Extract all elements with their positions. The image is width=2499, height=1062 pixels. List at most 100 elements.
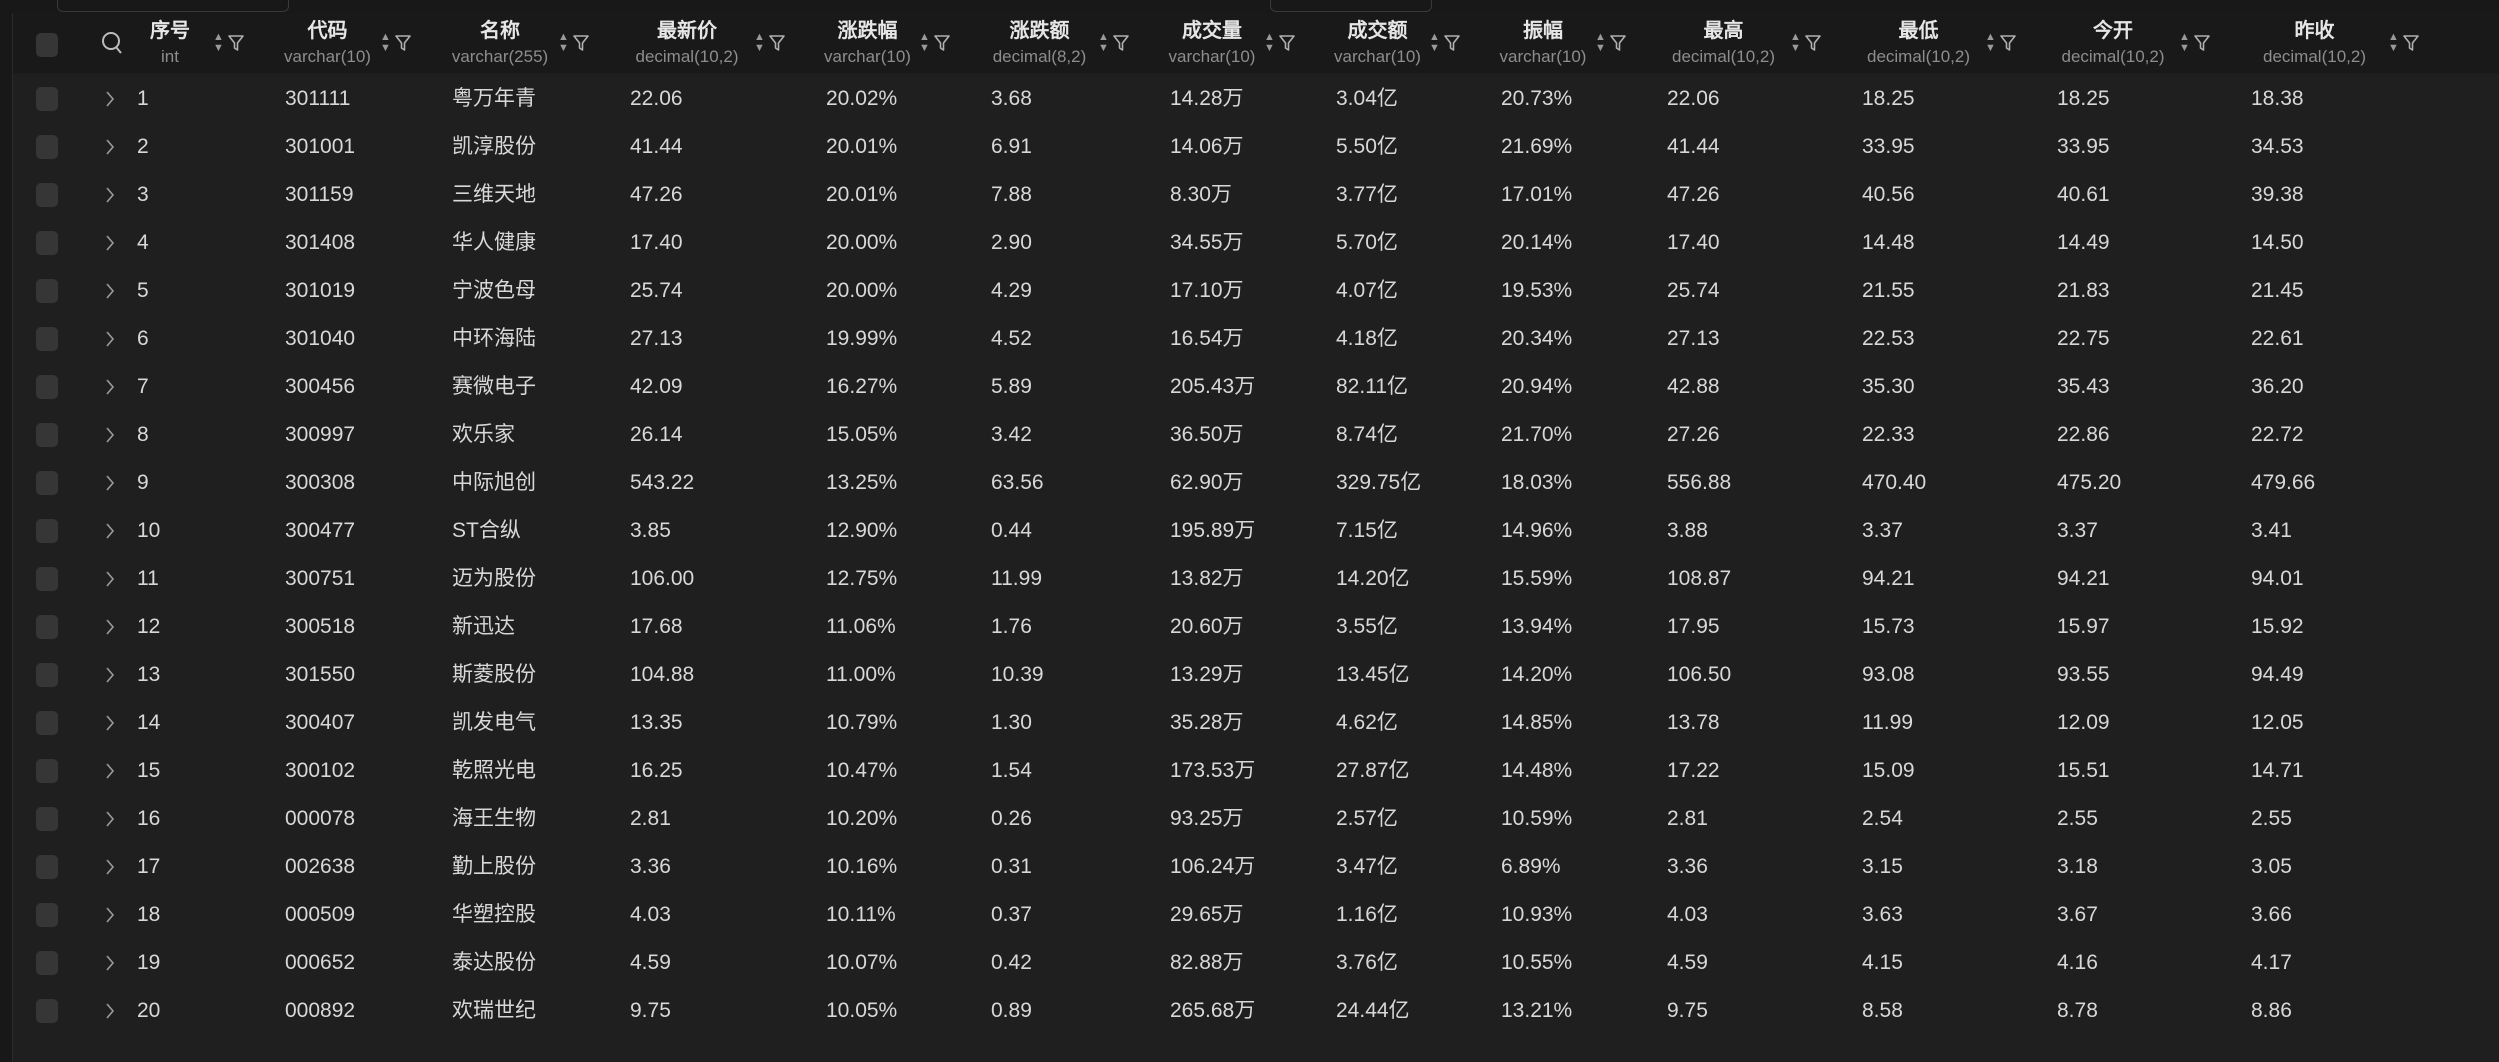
- sort-arrows-icon[interactable]: ▲ ▼: [1985, 31, 1996, 54]
- filter-icon[interactable]: [2193, 33, 2211, 53]
- column-header-low[interactable]: 最低 decimal(10,2) ▲ ▼: [1852, 13, 2047, 73]
- filter-icon[interactable]: [394, 33, 412, 53]
- row-checkbox[interactable]: [36, 375, 58, 399]
- chevron-right-icon[interactable]: [104, 90, 116, 108]
- sort-arrows-icon[interactable]: ▲ ▼: [754, 31, 765, 54]
- column-header-price[interactable]: 最新价 decimal(10,2) ▲ ▼: [620, 13, 816, 73]
- row-checkbox[interactable]: [36, 327, 58, 351]
- chevron-right-icon[interactable]: [104, 762, 116, 780]
- filter-icon[interactable]: [1278, 33, 1296, 53]
- chevron-right-icon[interactable]: [104, 906, 116, 924]
- table-row[interactable]: 4 301408 华人健康 17.40 20.00% 2.90 34.55万 5.70亿 20.…: [13, 219, 2499, 267]
- filter-icon[interactable]: [1112, 33, 1130, 53]
- table-row[interactable]: 18 000509 华塑控股 4.03 10.11% 0.37 29.65万 1.16亿 10.…: [13, 891, 2499, 939]
- column-header-volume[interactable]: 成交量 varchar(10) ▲ ▼: [1160, 13, 1326, 73]
- sort-arrows-icon[interactable]: ▲ ▼: [1595, 31, 1606, 54]
- table-row[interactable]: 16 000078 海王生物 2.81 10.20% 0.26 93.25万 2.57亿 10.…: [13, 795, 2499, 843]
- chevron-right-icon[interactable]: [104, 858, 116, 876]
- chevron-right-icon[interactable]: [104, 282, 116, 300]
- table-row[interactable]: 17 002638 勤上股份 3.36 10.16% 0.31 106.24万 3.47亿 6.…: [13, 843, 2499, 891]
- toolbar-dropdown[interactable]: [1270, 0, 1432, 12]
- filter-icon[interactable]: [2402, 33, 2420, 53]
- table-row[interactable]: 15 300102 乾照光电 16.25 10.47% 1.54 173.53万 27.87亿…: [13, 747, 2499, 795]
- table-row[interactable]: 2 301001 凯淳股份 41.44 20.01% 6.91 14.06万 5.50亿 21.…: [13, 123, 2499, 171]
- sort-arrows-icon[interactable]: ▲ ▼: [2388, 31, 2399, 54]
- table-row[interactable]: 9 300308 中际旭创 543.22 13.25% 63.56 62.90万 329.75…: [13, 459, 2499, 507]
- row-checkbox[interactable]: [36, 759, 58, 783]
- row-checkbox[interactable]: [36, 951, 58, 975]
- filter-icon[interactable]: [768, 33, 786, 53]
- filter-icon[interactable]: [572, 33, 590, 53]
- chevron-right-icon[interactable]: [104, 666, 116, 684]
- row-checkbox[interactable]: [36, 231, 58, 255]
- chevron-right-icon[interactable]: [104, 426, 116, 444]
- filter-icon[interactable]: [1609, 33, 1627, 53]
- filter-icon[interactable]: [933, 33, 951, 53]
- row-checkbox[interactable]: [36, 279, 58, 303]
- table-row[interactable]: 6 301040 中环海陆 27.13 19.99% 4.52 16.54万 4.18亿 20.…: [13, 315, 2499, 363]
- table-row[interactable]: 5 301019 宁波色母 25.74 20.00% 4.29 17.10万 4.07亿 19.…: [13, 267, 2499, 315]
- column-header-change-pct[interactable]: 涨跌幅 varchar(10) ▲ ▼: [816, 13, 981, 73]
- column-header-code[interactable]: 代码 varchar(10) ▲ ▼: [275, 13, 442, 73]
- sort-arrows-icon[interactable]: ▲ ▼: [380, 31, 391, 54]
- sort-arrows-icon[interactable]: ▲ ▼: [1790, 31, 1801, 54]
- column-header-amount[interactable]: 成交额 varchar(10) ▲ ▼: [1326, 13, 1491, 73]
- chevron-right-icon[interactable]: [104, 138, 116, 156]
- row-checkbox[interactable]: [36, 999, 58, 1023]
- row-checkbox[interactable]: [36, 855, 58, 879]
- search-icon[interactable]: [100, 30, 124, 56]
- sort-arrows-icon[interactable]: ▲ ▼: [558, 31, 569, 54]
- row-checkbox[interactable]: [36, 183, 58, 207]
- table-row[interactable]: 7 300456 赛微电子 42.09 16.27% 5.89 205.43万 82.11亿 2…: [13, 363, 2499, 411]
- sort-arrows-icon[interactable]: ▲ ▼: [1098, 31, 1109, 54]
- column-header-name[interactable]: 名称 varchar(255) ▲ ▼: [442, 13, 620, 73]
- column-header-high[interactable]: 最高 decimal(10,2) ▲ ▼: [1657, 13, 1852, 73]
- sort-arrows-icon[interactable]: ▲ ▼: [1264, 31, 1275, 54]
- sort-arrows-icon[interactable]: ▲ ▼: [1429, 31, 1440, 54]
- table-row[interactable]: 1 301111 粤万年青 22.06 20.02% 3.68 14.28万 3.04亿 20.…: [13, 75, 2499, 123]
- table-row[interactable]: 8 300997 欢乐家 26.14 15.05% 3.42 36.50万 8.74亿 21.7…: [13, 411, 2499, 459]
- chevron-right-icon[interactable]: [104, 714, 116, 732]
- row-checkbox[interactable]: [36, 807, 58, 831]
- table-row[interactable]: 14 300407 凯发电气 13.35 10.79% 1.30 35.28万 4.62亿 14…: [13, 699, 2499, 747]
- sort-arrows-icon[interactable]: ▲ ▼: [2179, 31, 2190, 54]
- chevron-right-icon[interactable]: [104, 522, 116, 540]
- sort-arrows-icon[interactable]: ▲ ▼: [213, 31, 224, 54]
- row-checkbox[interactable]: [36, 903, 58, 927]
- toolbar-search-input[interactable]: [57, 0, 289, 12]
- table-row[interactable]: 3 301159 三维天地 47.26 20.01% 7.88 8.30万 3.77亿 17.0…: [13, 171, 2499, 219]
- column-header-amplitude[interactable]: 振幅 varchar(10) ▲ ▼: [1491, 13, 1657, 73]
- filter-icon[interactable]: [227, 33, 245, 53]
- row-checkbox[interactable]: [36, 135, 58, 159]
- chevron-right-icon[interactable]: [104, 810, 116, 828]
- chevron-right-icon[interactable]: [104, 330, 116, 348]
- sort-arrows-icon[interactable]: ▲ ▼: [919, 31, 930, 54]
- column-header-change-amt[interactable]: 涨跌额 decimal(8,2) ▲ ▼: [981, 13, 1160, 73]
- row-checkbox[interactable]: [36, 567, 58, 591]
- column-header-prev-close[interactable]: 昨收 decimal(10,2) ▲ ▼: [2241, 13, 2450, 73]
- chevron-right-icon[interactable]: [104, 618, 116, 636]
- row-checkbox[interactable]: [36, 471, 58, 495]
- table-row[interactable]: 10 300477 ST合纵 3.85 12.90% 0.44 195.89万 7.15亿 14…: [13, 507, 2499, 555]
- chevron-right-icon[interactable]: [104, 570, 116, 588]
- row-checkbox[interactable]: [36, 87, 58, 111]
- chevron-right-icon[interactable]: [104, 1002, 116, 1020]
- table-row[interactable]: 19 000652 泰达股份 4.59 10.07% 0.42 82.88万 3.76亿 10.…: [13, 939, 2499, 987]
- column-header-open[interactable]: 今开 decimal(10,2) ▲ ▼: [2047, 13, 2241, 73]
- table-row[interactable]: 20 000892 欢瑞世纪 9.75 10.05% 0.89 265.68万 24.44亿 1…: [13, 987, 2499, 1035]
- row-checkbox[interactable]: [36, 519, 58, 543]
- chevron-right-icon[interactable]: [104, 234, 116, 252]
- table-row[interactable]: 11 300751 迈为股份 106.00 12.75% 11.99 13.82万 14.20…: [13, 555, 2499, 603]
- table-row[interactable]: 12 300518 新迅达 17.68 11.06% 1.76 20.60万 3.55亿 13.…: [13, 603, 2499, 651]
- filter-icon[interactable]: [1443, 33, 1461, 53]
- row-checkbox[interactable]: [36, 423, 58, 447]
- chevron-right-icon[interactable]: [104, 378, 116, 396]
- table-row[interactable]: 13 301550 斯菱股份 104.88 11.00% 10.39 13.29万 13.45…: [13, 651, 2499, 699]
- column-header-seq[interactable]: 序号 int ▲ ▼: [127, 13, 275, 73]
- chevron-right-icon[interactable]: [104, 954, 116, 972]
- row-checkbox[interactable]: [36, 663, 58, 687]
- filter-icon[interactable]: [1804, 33, 1822, 53]
- chevron-right-icon[interactable]: [104, 186, 116, 204]
- chevron-right-icon[interactable]: [104, 474, 116, 492]
- filter-icon[interactable]: [1999, 33, 2017, 53]
